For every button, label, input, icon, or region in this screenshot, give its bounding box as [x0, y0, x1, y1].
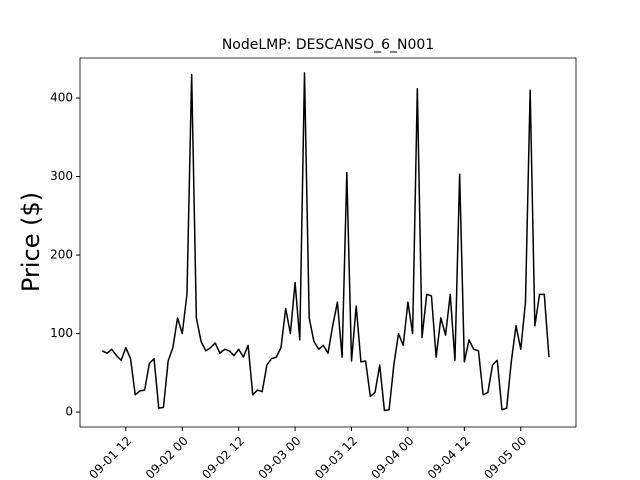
y-tick-label: 300	[50, 169, 73, 183]
y-axis-label: Price ($)	[17, 192, 45, 292]
y-tick-label: 0	[65, 405, 73, 419]
plot-frame	[79, 57, 577, 428]
y-tick-label: 100	[50, 326, 73, 340]
y-tick-label: 200	[50, 248, 73, 262]
line-series	[101, 72, 550, 412]
y-tick-label: 400	[50, 91, 73, 105]
chart-title: NodeLMP: DESCANSO_6_N001	[222, 37, 434, 53]
